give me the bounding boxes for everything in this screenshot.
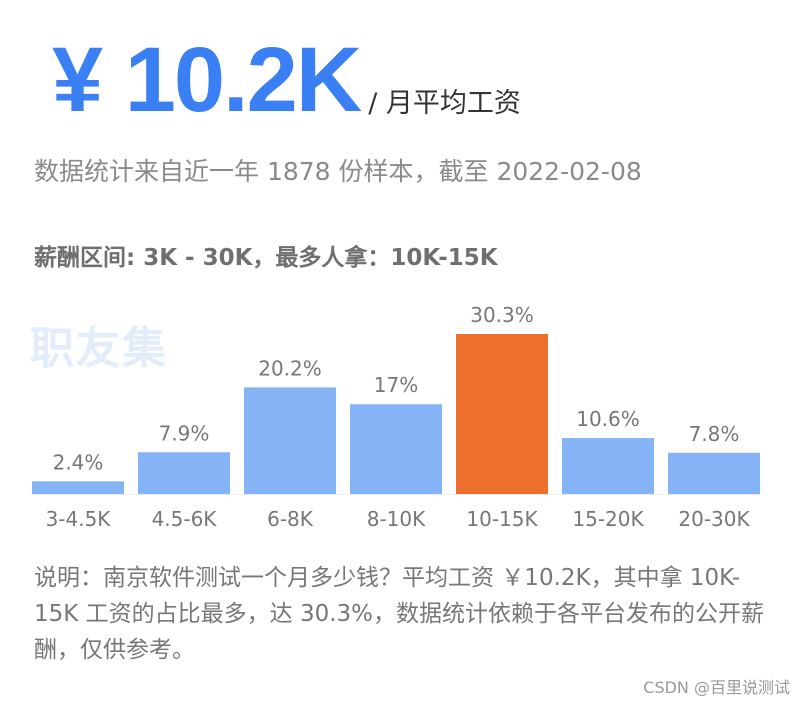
salary-distribution-chart: 2.4% 7.9% 20.2% 17% 30.3% 10.6% 7.8% 3-4.5K 4.5…: [32, 303, 760, 531]
bar-3-4.5K: [32, 481, 124, 494]
x-tick-label: 15-20K: [572, 507, 644, 531]
salary-range-text: 薪酬区间: 3K - 30K，最多人拿：10K-15K: [34, 245, 498, 271]
bar-10-15K: [456, 334, 548, 494]
sample-stats-text: 数据统计来自近一年 1878 份样本，截至 2022-02-08: [34, 157, 642, 186]
salary-headline: ¥ 10.2K / 月平均工资: [52, 30, 521, 130]
x-tick-label: 6-8K: [267, 507, 314, 531]
footer-credit: CSDN @百里说测试: [643, 678, 790, 697]
x-tick-label: 8-10K: [367, 507, 426, 531]
bar-8-10K: [350, 404, 442, 494]
bar-4.5-6K: [138, 452, 230, 494]
salary-unit-label: / 月平均工资: [368, 88, 521, 119]
bar-20-30K: [668, 452, 760, 494]
bar-value-label: 10.6%: [576, 407, 640, 431]
x-tick-label: 10-15K: [466, 507, 538, 531]
bar-6-8K: [244, 387, 336, 494]
bar-15-20K: [562, 438, 654, 494]
bar-value-label: 7.9%: [159, 421, 210, 445]
bar-value-label: 20.2%: [258, 356, 322, 380]
watermark-logo: 职友集: [30, 323, 168, 374]
bar-value-label: 2.4%: [53, 450, 104, 474]
average-salary-value: ¥ 10.2K: [52, 29, 362, 131]
bar-value-label: 7.8%: [689, 422, 740, 446]
bar-value-label: 17%: [374, 373, 418, 397]
x-tick-label: 4.5-6K: [152, 507, 218, 531]
x-tick-label: 3-4.5K: [46, 507, 112, 531]
bar-value-label: 30.3%: [470, 303, 534, 327]
x-tick-label: 20-30K: [678, 507, 750, 531]
explanation-note: 说明：南京软件测试一个月多少钱？平均工资 ￥10.2K，其中拿 10K-15K …: [34, 565, 765, 663]
